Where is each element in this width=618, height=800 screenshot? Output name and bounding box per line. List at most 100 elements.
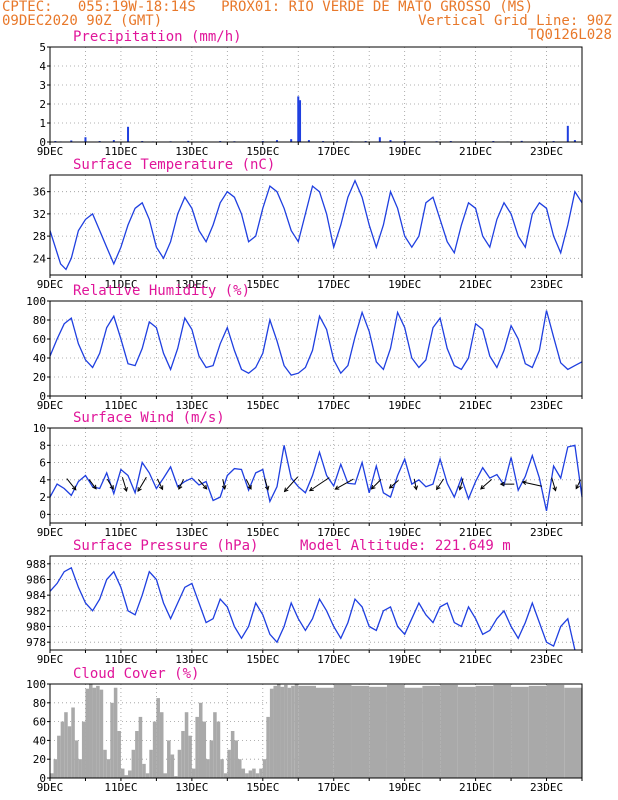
x-tick-label: 15DEC <box>246 526 279 539</box>
header-model: TQ0126L028 <box>527 27 612 43</box>
cloud-bar <box>103 749 107 778</box>
precip-bar <box>112 140 115 142</box>
cloud-bar <box>96 685 100 778</box>
cloud-bar <box>120 768 125 778</box>
x-tick-label: 13DEC <box>175 781 208 794</box>
series-line <box>49 178 583 271</box>
precip-bar <box>187 140 190 142</box>
wind-arrow <box>197 479 208 490</box>
cloud-bar <box>81 721 86 778</box>
cloud-bar <box>245 773 249 778</box>
y-tick-label: 980 <box>26 621 46 634</box>
cloud-bar <box>149 749 153 778</box>
cloud-bar <box>181 731 185 778</box>
y-tick-label: 80 <box>33 697 46 710</box>
wind-arrow <box>178 479 185 490</box>
cloud-bar <box>138 716 143 778</box>
cloud-bar <box>145 773 150 778</box>
y-tick-label: 1 <box>39 117 46 130</box>
cloud-bar <box>213 712 217 778</box>
y-tick-label: 100 <box>26 295 46 308</box>
cloud-bar <box>404 687 423 778</box>
panel-title: Cloud Cover (%) <box>73 666 199 682</box>
cloud-bar <box>386 684 405 778</box>
cloud-bar <box>475 685 494 778</box>
x-tick-label: 13DEC <box>175 526 208 539</box>
wind-arrow <box>245 479 252 490</box>
cloud-bar <box>85 688 90 778</box>
x-tick-label: 17DEC <box>317 653 350 666</box>
wind-arrow <box>575 479 582 490</box>
y-tick-label: 20 <box>33 371 46 384</box>
cloud-bar <box>99 689 104 778</box>
y-tick-label: 28 <box>33 230 46 243</box>
x-tick-label: 13DEC <box>175 145 208 158</box>
cloud-bar <box>234 740 238 778</box>
y-tick-label: 3 <box>39 79 46 92</box>
precip-bar <box>389 140 392 142</box>
x-tick-label: 21DEC <box>459 399 492 412</box>
cloud-bar <box>269 688 274 778</box>
cloud-bar <box>259 768 263 778</box>
cloud-bar <box>252 768 256 778</box>
cloud-bar <box>71 707 75 778</box>
cloud-bar <box>440 684 458 778</box>
x-tick-label: 21DEC <box>459 526 492 539</box>
wind-arrow <box>436 478 445 491</box>
cloud-bar <box>60 721 65 778</box>
cloud-bar <box>142 763 146 778</box>
wind-arrow <box>480 479 492 490</box>
precip-bar <box>127 126 130 142</box>
x-tick-label: 23DEC <box>530 781 563 794</box>
y-tick-label: 60 <box>33 716 46 729</box>
wind-arrow <box>308 477 330 492</box>
cloud-bar <box>64 712 68 778</box>
cloud-bar <box>156 698 160 778</box>
y-tick-label: 100 <box>26 678 46 691</box>
cloud-bar <box>220 759 224 778</box>
panel-title: Relative Humidity (%) <box>73 283 250 299</box>
wind-arrow <box>413 478 419 491</box>
cloud-bar <box>53 759 58 778</box>
panel-3: 0 2 4 6 8 10 9DEC 11DEC 13DEC 15DEC 17DEC 19DEC 21DE… <box>33 410 583 539</box>
x-tick-label: 9DEC <box>37 145 64 158</box>
x-tick-label: 11DEC <box>104 145 137 158</box>
y-tick-label: 20 <box>33 753 46 766</box>
panel-4: 978 980 982 984 986 988 9DEC 11DEC 13DEC 15DEC 17D… <box>26 538 583 666</box>
cloud-bar <box>57 735 61 778</box>
panel-title: Precipitation (mm/h) <box>73 29 242 45</box>
y-tick-label: 0 <box>39 136 46 149</box>
precip-bar <box>573 140 576 142</box>
x-tick-label: 23DEC <box>530 278 563 291</box>
x-tick-label: 15DEC <box>246 653 279 666</box>
cloud-bar <box>284 684 288 778</box>
x-tick-label: 23DEC <box>530 145 563 158</box>
wind-arrow <box>121 477 128 493</box>
panel-frame <box>49 683 583 779</box>
wind-arrow <box>88 479 97 490</box>
y-tick-label: 4 <box>39 474 46 487</box>
series-line <box>49 310 583 376</box>
cloud-bar <box>202 721 207 778</box>
cloud-bar <box>152 721 157 778</box>
cloud-bar <box>195 716 199 778</box>
cloud-bar <box>237 759 242 778</box>
y-tick-label: 2 <box>39 491 46 504</box>
cloud-bar <box>422 685 441 778</box>
panel-2: 0 20 40 60 80 100 9DEC 11DEC 13DEC 15DEC 17DEC 19DE… <box>26 283 583 412</box>
cloud-bar <box>188 735 192 778</box>
panel-frame <box>49 427 583 524</box>
cloud-bar <box>117 731 121 778</box>
y-tick-label: 6 <box>39 457 46 470</box>
cloud-bar <box>276 684 281 778</box>
x-tick-label: 17DEC <box>317 526 350 539</box>
y-tick-label: 40 <box>33 734 46 747</box>
x-tick-label: 9DEC <box>37 781 64 794</box>
panel-frame <box>49 46 583 143</box>
wind-arrow <box>66 478 77 491</box>
cloud-bar <box>298 685 316 778</box>
x-tick-label: 19DEC <box>388 278 421 291</box>
wind-arrow <box>137 476 147 492</box>
x-tick-label: 19DEC <box>388 399 421 412</box>
wind-arrow <box>370 479 382 490</box>
